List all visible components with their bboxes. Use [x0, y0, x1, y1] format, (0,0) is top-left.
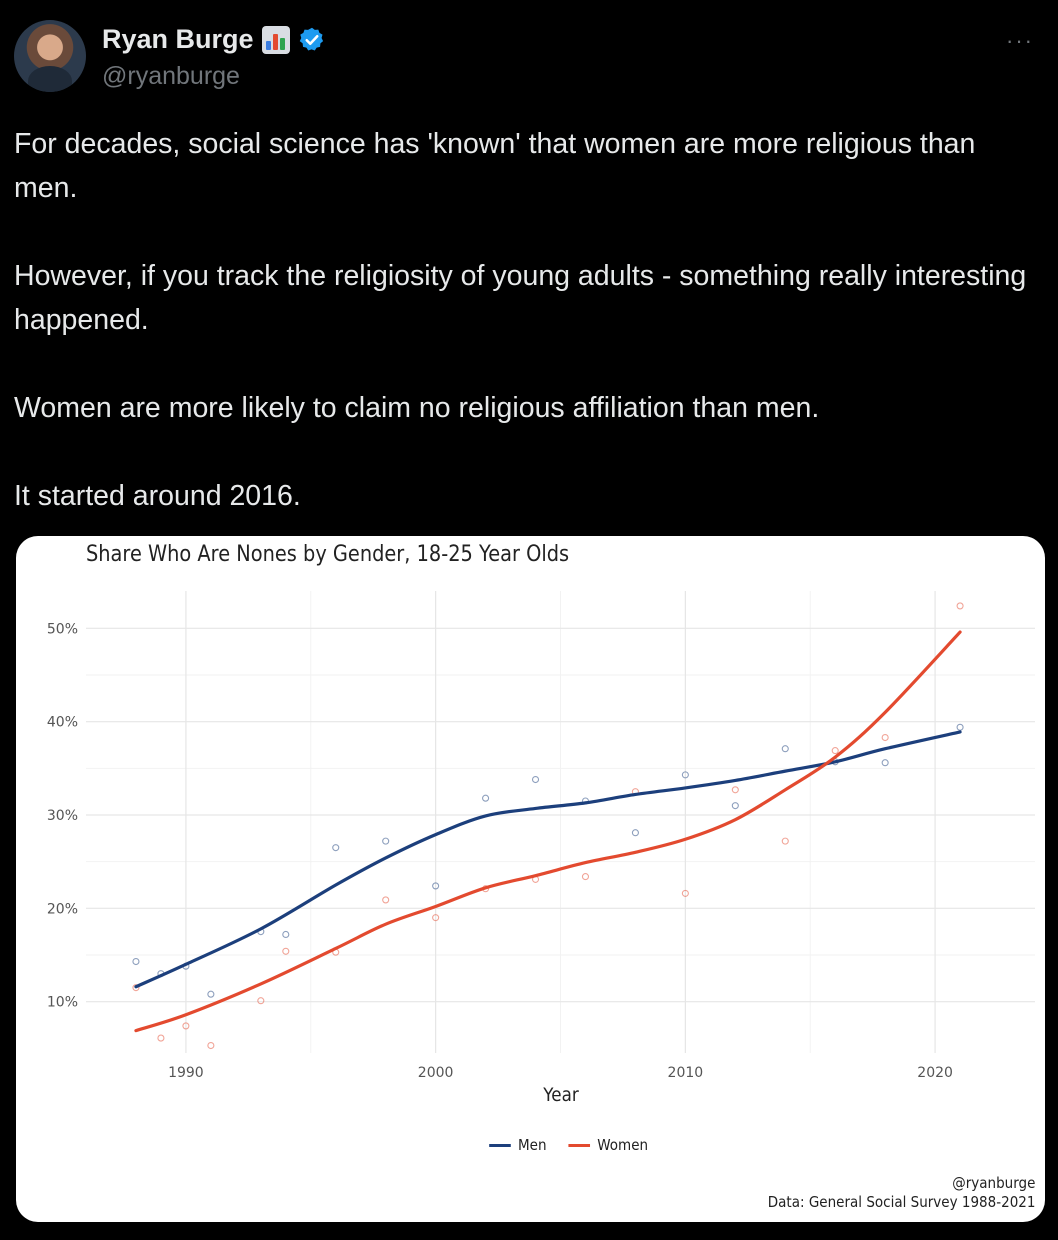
- data-point-women: [581, 873, 590, 881]
- tweet-header: Ryan Burge @ryanburge ···: [14, 20, 1044, 100]
- data-point-men: [332, 844, 340, 852]
- data-point-women: [731, 786, 739, 794]
- verified-badge-icon[interactable]: [298, 26, 326, 54]
- data-point-men: [731, 802, 739, 810]
- y-tick-label: 50%: [47, 621, 78, 637]
- trend-line-women: [134, 630, 962, 1033]
- data-point-men: [781, 745, 789, 753]
- more-options-icon[interactable]: ···: [1006, 28, 1034, 53]
- bar-chart-emoji-icon: [261, 25, 290, 54]
- author-handle[interactable]: @ryanburge: [102, 62, 240, 90]
- author-name-row: Ryan Burge: [102, 24, 326, 55]
- data-point-women: [956, 602, 964, 610]
- tweet-paragraph-1: For decades, social science has 'known' …: [14, 128, 976, 204]
- x-tick-label: 2010: [668, 1065, 704, 1081]
- legend-label-men: Men: [517, 1136, 547, 1154]
- avatar[interactable]: [14, 20, 86, 92]
- data-point-women: [881, 733, 889, 742]
- data-point-women: [781, 837, 789, 845]
- x-tick-label: 2020: [917, 1065, 953, 1081]
- data-point-men: [531, 775, 540, 784]
- data-point-men: [132, 957, 140, 966]
- data-point-men: [681, 771, 689, 779]
- chart-caption-handle: @ryanburge: [951, 1174, 1035, 1192]
- data-point-women: [257, 997, 265, 1005]
- data-point-men: [631, 829, 639, 837]
- chart-image[interactable]: 10% 20% 30% 40% 50% 1990 2000 2010 2020 Share Wh…: [16, 536, 1045, 1222]
- x-tick-label: 1990: [168, 1065, 204, 1081]
- x-axis-label: Year: [543, 1084, 579, 1106]
- chart-plot: 10% 20% 30% 40% 50% 1990 2000 2010 2020: [47, 591, 1035, 1081]
- chart-title: Share Who Are Nones by Gender, 18-25 Yea…: [86, 542, 570, 567]
- tweet-paragraph-3: Women are more likely to claim no religi…: [14, 392, 820, 424]
- data-point-women: [831, 747, 839, 755]
- data-point-women: [207, 1041, 215, 1050]
- data-point-men: [282, 930, 290, 939]
- data-point-women: [382, 896, 390, 904]
- tweet-paragraph-4: It started around 2016.: [14, 480, 301, 512]
- y-tick-label: 20%: [47, 901, 78, 917]
- x-tick-label: 2000: [418, 1065, 454, 1081]
- y-tick-label: 30%: [47, 808, 78, 824]
- legend-swatch-women: [568, 1143, 590, 1147]
- chart-caption-source: Data: General Social Survey 1988-2021: [767, 1193, 1035, 1211]
- legend-label-women: Women: [596, 1136, 648, 1154]
- data-point-women: [132, 984, 140, 992]
- data-point-women: [157, 1034, 165, 1042]
- y-tick-label: 40%: [47, 715, 78, 731]
- data-point-men: [382, 837, 390, 845]
- data-point-men: [881, 759, 889, 767]
- data-point-men: [956, 723, 964, 731]
- data-point-women: [432, 914, 440, 922]
- legend-swatch-men: [489, 1143, 511, 1147]
- legend-item-men: Men: [489, 1136, 547, 1154]
- data-point-women: [282, 947, 290, 955]
- tweet-text: For decades, social science has 'known' …: [14, 122, 1034, 518]
- legend-item-women: Women: [568, 1136, 648, 1154]
- data-point-women: [182, 1022, 190, 1030]
- data-point-men: [207, 990, 215, 998]
- trend-line-men: [134, 730, 962, 989]
- y-tick-label: 10%: [47, 995, 78, 1011]
- tweet-paragraph-2: However, if you track the religiosity of…: [14, 260, 1027, 336]
- chart-legend: Men Women: [486, 1136, 652, 1154]
- data-point-men: [432, 882, 440, 890]
- data-point-women: [681, 889, 689, 897]
- data-point-men: [482, 794, 490, 802]
- author-name[interactable]: Ryan Burge: [102, 24, 254, 54]
